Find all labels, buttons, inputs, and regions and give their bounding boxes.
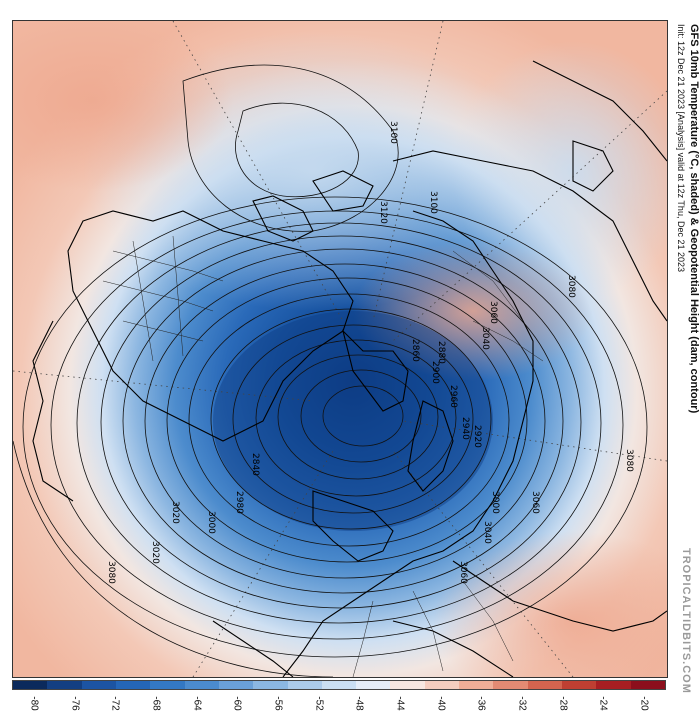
vortex-core	[213, 311, 493, 531]
height-contours	[13, 64, 648, 677]
contour-label: 2940	[460, 417, 470, 440]
contour-label: 2880	[436, 341, 446, 364]
colorbar-tick-label: -80	[28, 696, 40, 711]
colorbar-segment	[47, 681, 82, 689]
contour-labels: 3100 3120 3100 3080 3060 3040 3020 3000 …	[106, 121, 634, 584]
borders	[102, 235, 544, 677]
colorbar-tick-label: -36	[475, 696, 487, 711]
colorbar-segment	[527, 681, 562, 689]
colorbar-segment	[184, 681, 219, 689]
contour-label: 3020	[150, 541, 160, 564]
contour-label: 2960	[448, 385, 458, 408]
colorbar-segment	[424, 681, 460, 689]
contour-label: 2900	[430, 361, 440, 384]
colorbar-segment	[562, 681, 597, 689]
title-main: GFS 10mb Temperature (°C, shaded) & Geop…	[688, 24, 700, 414]
contour-label: 3000	[206, 511, 216, 534]
colorbar-tick-label: -48	[353, 696, 365, 711]
contour-label: 3080	[624, 449, 634, 472]
contour-label: 3080	[566, 275, 576, 298]
contour-label: 2920	[472, 425, 482, 448]
colorbar	[12, 680, 666, 690]
contour-label: 3120	[378, 201, 388, 224]
contour-label: 2840	[250, 453, 260, 476]
colorbar-segment	[253, 681, 288, 689]
colorbar-segment	[115, 681, 151, 689]
colorbar-tick-label: -52	[313, 696, 325, 711]
colorbar-ticks: -80 -76 -72 -68 -64 -60 -56 -52 -48 -44 -40 -36 -32 -…	[12, 692, 666, 714]
contour-label: 2860	[410, 339, 420, 362]
colorbar-tick-label: -20	[638, 696, 650, 711]
contour-label: 2980	[234, 491, 244, 514]
map-panel: 3100 3120 3100 3080 3060 3040 3020 3000 …	[12, 20, 668, 678]
colorbar-tick-label: -32	[516, 696, 528, 711]
colorbar-tick-label: -64	[191, 696, 203, 711]
contour-label: 3100	[428, 191, 438, 214]
colorbar-tick-label: -68	[150, 696, 162, 711]
colorbar-tick-label: -28	[557, 696, 569, 711]
coastlines	[32, 60, 667, 677]
cool-region-northeast	[453, 41, 667, 301]
colorbar-segment	[356, 681, 391, 689]
colorbar-segment	[218, 681, 254, 689]
map-title: GFS 10mb Temperature (°C, shaded) & Geop…	[675, 24, 700, 413]
colorbar-tick-label: -40	[435, 696, 447, 711]
contour-label: 3060	[488, 301, 498, 324]
watermark: TROPICALTIDBITS.COM	[680, 548, 692, 694]
colorbar-segment	[321, 681, 357, 689]
contour-label: 3060	[530, 491, 540, 514]
colorbar-segment	[13, 681, 48, 689]
colorbar-segment	[459, 681, 494, 689]
colorbar-tick-label: -76	[69, 696, 81, 711]
colorbar-segment	[630, 681, 665, 689]
colorbar-segment	[287, 681, 322, 689]
warm-region-southeast	[433, 531, 667, 677]
contour-label: 3020	[170, 501, 180, 524]
contour-label: 3040	[482, 521, 492, 544]
colorbar-segment	[596, 681, 631, 689]
contour-label: 3040	[480, 327, 490, 350]
colorbar-segment	[493, 681, 528, 689]
contour-label: 3100	[388, 121, 398, 144]
colorbar-segment	[390, 681, 425, 689]
contour-label: 3060	[458, 561, 468, 584]
polar-stereographic-map: 3100 3120 3100 3080 3060 3040 3020 3000 …	[13, 21, 667, 677]
colorbar-tick-label: -60	[231, 696, 243, 711]
colorbar-segment	[81, 681, 116, 689]
colorbar-tick-label: -24	[597, 696, 609, 711]
contour-label: 3000	[490, 491, 500, 514]
colorbar-segment	[150, 681, 185, 689]
contour-label: 3080	[106, 561, 116, 584]
colorbar-tick-label: -56	[272, 696, 284, 711]
colorbar-tick-label: -44	[394, 696, 406, 711]
warm-region-northwest	[13, 21, 233, 191]
title-valid-time: Init: 12z Dec 21 2023 [Analysis] valid a…	[676, 24, 686, 272]
colorbar-tick-label: -72	[109, 696, 121, 711]
